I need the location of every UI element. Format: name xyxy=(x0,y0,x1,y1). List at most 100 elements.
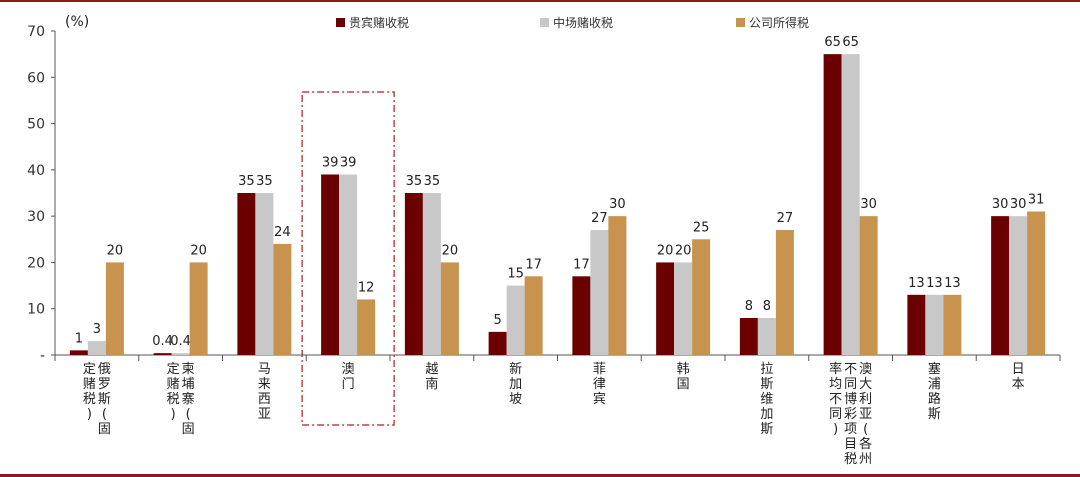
data-label: 65 xyxy=(842,35,859,50)
data-label: 27 xyxy=(777,211,794,226)
category-label-char: 斯 xyxy=(98,392,111,407)
category-label-char: ( xyxy=(863,422,868,437)
bar-3 xyxy=(943,294,962,355)
category-label-char: 拉 xyxy=(760,362,773,377)
data-label: 20 xyxy=(442,243,459,258)
bar-3 xyxy=(189,262,208,355)
category-label-char: ) xyxy=(87,407,92,422)
legend-swatch-mass xyxy=(540,18,549,27)
category-label-char: 加 xyxy=(509,377,522,392)
bar-2 xyxy=(87,341,106,355)
category-label-char: 澳 xyxy=(859,361,872,377)
y-tick-label: - xyxy=(40,348,45,364)
legend-item-vip: 贵宾赌收税 xyxy=(336,14,409,31)
legend-label-corporate: 公司所得税 xyxy=(749,16,810,30)
category-label-char: 赌 xyxy=(83,377,96,392)
legend-item-corporate: 公司所得税 xyxy=(736,14,809,31)
category-label-char: 亚 xyxy=(258,407,271,422)
bar-2 xyxy=(590,230,609,355)
y-tick-label: 20 xyxy=(27,255,45,271)
legend: 贵宾赌收税 中场赌收税 公司所得税 xyxy=(0,14,1080,34)
category-label-char: 澳 xyxy=(342,361,355,377)
bottom-rule xyxy=(0,474,1080,477)
data-label: 20 xyxy=(107,243,124,258)
legend-swatch-corporate xyxy=(736,18,745,27)
category-label-char: 目 xyxy=(844,437,857,452)
category-label-char: 新 xyxy=(509,361,522,377)
category-label-char: 韩 xyxy=(677,362,690,377)
data-label: 65 xyxy=(824,35,841,50)
data-label: 13 xyxy=(926,276,943,291)
bar-3 xyxy=(608,216,627,355)
y-tick-label: 40 xyxy=(27,163,45,179)
category-label-char: 塞 xyxy=(928,361,941,377)
data-label: 30 xyxy=(1010,197,1027,212)
category-label-char: 俄 xyxy=(98,362,111,377)
data-label: 35 xyxy=(406,174,423,189)
category-label-char: 税 xyxy=(83,392,96,407)
data-label: 13 xyxy=(944,276,961,291)
bar-2 xyxy=(506,285,525,355)
data-label: 17 xyxy=(525,257,542,272)
y-tick-label: 50 xyxy=(27,117,45,133)
category-label-char: 罗 xyxy=(98,377,111,392)
bar-3 xyxy=(273,243,292,355)
category-label-char: 率 xyxy=(829,361,842,377)
category-label-char: 路 xyxy=(928,391,941,407)
category-label-char: ) xyxy=(171,407,176,422)
y-axis-unit: (%) xyxy=(65,14,90,30)
category-label-char: 宾 xyxy=(593,391,606,407)
category-label-char: 菲 xyxy=(593,362,606,377)
category-label-char: 斯 xyxy=(928,407,941,422)
category-label-char: 浦 xyxy=(928,377,941,392)
legend-swatch-vip xyxy=(336,18,345,27)
category-label-char: 利 xyxy=(859,392,872,407)
category-label-char: 南 xyxy=(425,376,438,392)
category-label-char: 定 xyxy=(83,362,96,377)
category-label-char: 不 xyxy=(844,362,857,377)
bar-3 xyxy=(357,299,376,355)
category-label-char: 西 xyxy=(258,392,271,407)
data-label: 30 xyxy=(860,197,877,212)
bar-2 xyxy=(171,353,190,355)
category-label-char: 本 xyxy=(1012,377,1025,392)
bar-2 xyxy=(1009,216,1028,355)
category-label-char: 项 xyxy=(844,422,857,437)
bar-2 xyxy=(422,193,441,355)
bar-1 xyxy=(69,350,88,355)
bar-1 xyxy=(321,174,340,355)
category-label-char: 不 xyxy=(829,392,842,407)
legend-label-vip: 贵宾赌收税 xyxy=(349,16,410,30)
category-label-char: 同 xyxy=(844,377,857,392)
y-tick-label: 30 xyxy=(27,209,45,225)
category-label-char: 州 xyxy=(859,452,872,467)
category-label-char: 赌 xyxy=(167,377,180,392)
data-label: 8 xyxy=(763,299,771,314)
data-label: 35 xyxy=(424,174,441,189)
bar-3 xyxy=(775,230,794,355)
category-label-char: ( xyxy=(102,407,107,422)
category-label-char: 固 xyxy=(182,422,195,437)
category-label-char: ) xyxy=(833,422,838,437)
bar-1 xyxy=(572,276,591,355)
bar-3 xyxy=(105,262,124,355)
bar-3 xyxy=(1027,211,1046,355)
bar-3 xyxy=(859,216,878,355)
category-label-char: 寨 xyxy=(182,391,195,407)
data-label: 17 xyxy=(573,257,590,272)
category-label-char: 斯 xyxy=(760,422,773,437)
data-label: 39 xyxy=(340,155,357,170)
category-label-char: 埔 xyxy=(182,377,195,392)
category-label-char: 柬 xyxy=(182,362,195,377)
data-label: 39 xyxy=(322,155,339,170)
bar-2 xyxy=(757,317,776,355)
category-label-char: 坡 xyxy=(509,392,522,407)
category-label-char: 斯 xyxy=(760,377,773,392)
category-label-char: 固 xyxy=(98,422,111,437)
bar-1 xyxy=(739,317,758,355)
category-label-char: 同 xyxy=(829,407,842,422)
data-label: 20 xyxy=(657,243,674,258)
bar-3 xyxy=(692,239,711,355)
category-label-char: 国 xyxy=(677,377,690,392)
data-label: 13 xyxy=(908,276,925,291)
